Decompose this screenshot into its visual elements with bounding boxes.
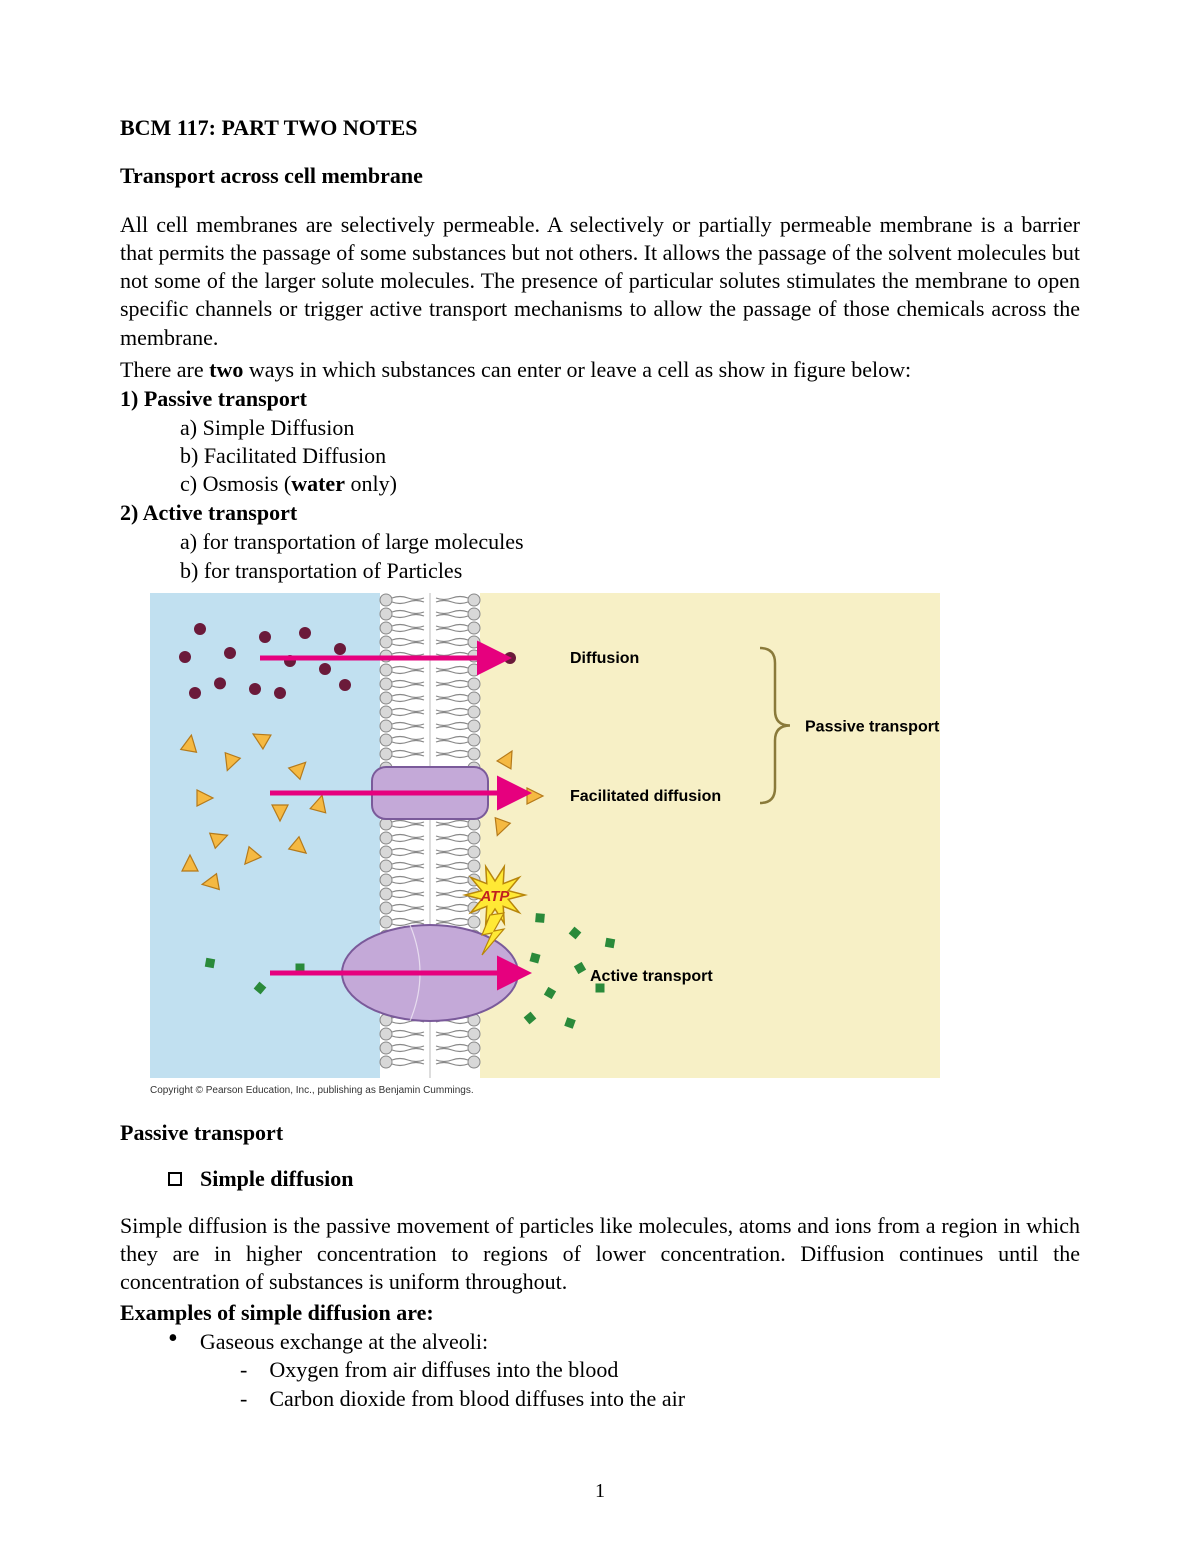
dash-icon: - — [240, 1356, 247, 1384]
text-bold: two — [209, 357, 243, 382]
text: ways in which substances can enter or le… — [243, 357, 911, 382]
list1-b: b) Facilitated Diffusion — [180, 442, 1080, 470]
svg-text:Passive transport: Passive transport — [805, 718, 940, 735]
document-page: BCM 117: PART TWO NOTES Transport across… — [0, 0, 1200, 1553]
svg-text:Diffusion: Diffusion — [570, 650, 639, 667]
list1-a: a) Simple Diffusion — [180, 414, 1080, 442]
example-1a: - Oxygen from air diffuses into the bloo… — [240, 1356, 1080, 1384]
page-number: 1 — [595, 1480, 605, 1503]
svg-text:Active transport: Active transport — [590, 968, 713, 985]
subtitle: Transport across cell membrane — [120, 163, 1080, 189]
list2-b: b) for transportation of Particles — [180, 557, 1080, 585]
text: only) — [345, 471, 397, 496]
copyright-text: Copyright © Pearson Education, Inc., pub… — [150, 1085, 940, 1096]
example-text: Oxygen from air diffuses into the blood — [269, 1356, 618, 1384]
list2-a: a) for transportation of large molecules — [180, 528, 1080, 556]
text: There are — [120, 357, 209, 382]
examples-head: Examples of simple diffusion are: — [120, 1300, 1080, 1326]
intro-paragraph: All cell membranes are selectively perme… — [120, 211, 1080, 352]
square-bullet-icon — [168, 1172, 182, 1186]
simple-diffusion-paragraph: Simple diffusion is the passive movement… — [120, 1212, 1080, 1296]
bullet-label: Simple diffusion — [200, 1166, 353, 1192]
text-bold: water — [291, 471, 345, 496]
example-1: • Gaseous exchange at the alveoli: — [168, 1328, 1080, 1356]
list1-c: c) Osmosis (water only) — [180, 470, 1080, 498]
svg-text:ATP: ATP — [480, 888, 511, 905]
example-1b: - Carbon dioxide from blood diffuses int… — [240, 1385, 1080, 1413]
intro-line-2: There are two ways in which substances c… — [120, 356, 1080, 384]
list1-head: 1) Passive transport — [120, 386, 1080, 412]
page-title: BCM 117: PART TWO NOTES — [120, 115, 1080, 141]
section-passive: Passive transport — [120, 1120, 1080, 1146]
dash-icon: - — [240, 1385, 247, 1413]
example-text: Gaseous exchange at the alveoli: — [200, 1328, 488, 1356]
svg-text:Facilitated diffusion: Facilitated diffusion — [570, 788, 721, 805]
diagram-svg: Diffusion Facilitated diffusion Passive tr… — [150, 593, 940, 1078]
text: c) Osmosis ( — [180, 471, 291, 496]
membrane-diagram: Diffusion Facilitated diffusion Passive tr… — [150, 593, 940, 1096]
bullet-icon: • — [168, 1328, 178, 1356]
bullet-simple-diffusion: Simple diffusion — [168, 1166, 1080, 1192]
list2-head: 2) Active transport — [120, 500, 1080, 526]
example-text: Carbon dioxide from blood diffuses into … — [269, 1385, 685, 1413]
